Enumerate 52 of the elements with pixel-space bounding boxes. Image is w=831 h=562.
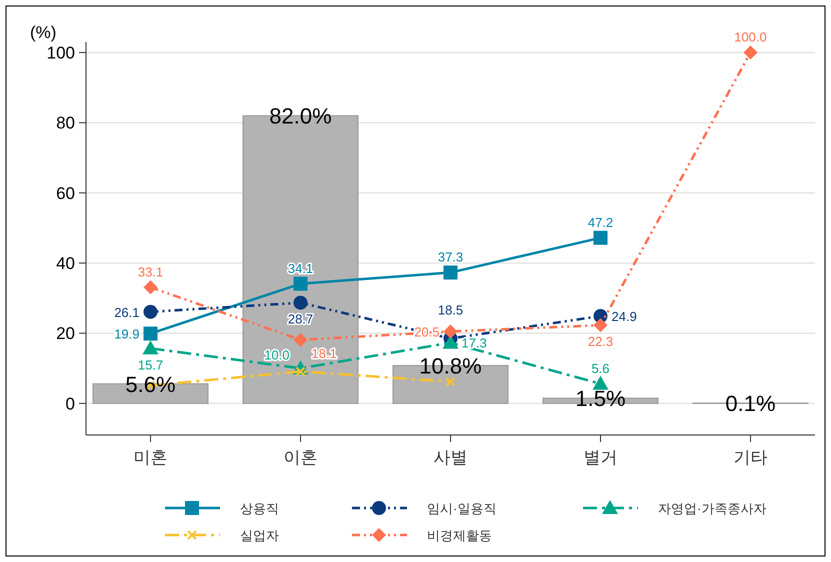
- data-label: 5.6%: [125, 372, 176, 397]
- legend-label: 자영업·가족종사자: [658, 501, 766, 516]
- data-label: 0.1%: [725, 391, 776, 416]
- point: [594, 230, 608, 245]
- y-tick-label: 100: [46, 44, 75, 63]
- data-label: 34.1: [288, 260, 314, 276]
- point: [594, 318, 608, 332]
- data-label: 1.5%: [575, 386, 626, 412]
- data-label: 24.9: [612, 309, 637, 324]
- data-label: 22.3: [588, 334, 614, 350]
- data-label: 10.0: [264, 347, 290, 362]
- data-label: 19.9: [114, 326, 140, 342]
- point: [144, 304, 158, 319]
- point: [294, 332, 308, 347]
- y-tick-label: 80: [56, 114, 75, 133]
- point: [144, 326, 158, 341]
- data-label: 100.0: [734, 30, 767, 45]
- y-tick-label: 60: [56, 184, 75, 203]
- point: [144, 280, 158, 294]
- y-tick-label: 40: [56, 254, 75, 274]
- data-label: 47.2: [588, 214, 614, 230]
- data-label: 18.5: [438, 302, 464, 318]
- x-tick-label: 이혼: [284, 448, 318, 467]
- legend-label: 임시·일용직: [427, 501, 496, 516]
- data-label: 17.3: [462, 336, 487, 351]
- point: [744, 46, 758, 60]
- legend-label: 실업자: [240, 528, 279, 543]
- legend-label: 비경제활동: [427, 528, 492, 543]
- data-label: 28.7: [288, 312, 314, 327]
- x-tick-label: 별거: [584, 448, 618, 467]
- point: [444, 266, 458, 280]
- y-axis-title: (%): [30, 23, 56, 42]
- data-label: 26.1: [114, 304, 140, 320]
- legend-label: 상용직: [240, 501, 279, 516]
- data-label: 18.1: [312, 346, 337, 361]
- y-tick-label: 0: [66, 394, 75, 414]
- data-label: 33.1: [138, 264, 164, 280]
- data-label: 82.0%: [269, 104, 332, 129]
- point: [592, 376, 608, 390]
- point: [142, 340, 158, 354]
- x-tick-label: 기타: [734, 448, 768, 467]
- y-tick-label: 20: [56, 324, 75, 344]
- x-tick-label: 미혼: [134, 448, 168, 467]
- data-label: 10.8%: [419, 354, 482, 379]
- data-label: 15.7: [138, 357, 164, 372]
- point: [294, 276, 308, 291]
- point: [294, 296, 308, 310]
- data-label: 37.3: [438, 250, 464, 265]
- point: [444, 324, 458, 338]
- x-tick-label: 사별: [434, 448, 468, 467]
- point: [446, 376, 456, 387]
- data-label: 5.6: [591, 360, 610, 376]
